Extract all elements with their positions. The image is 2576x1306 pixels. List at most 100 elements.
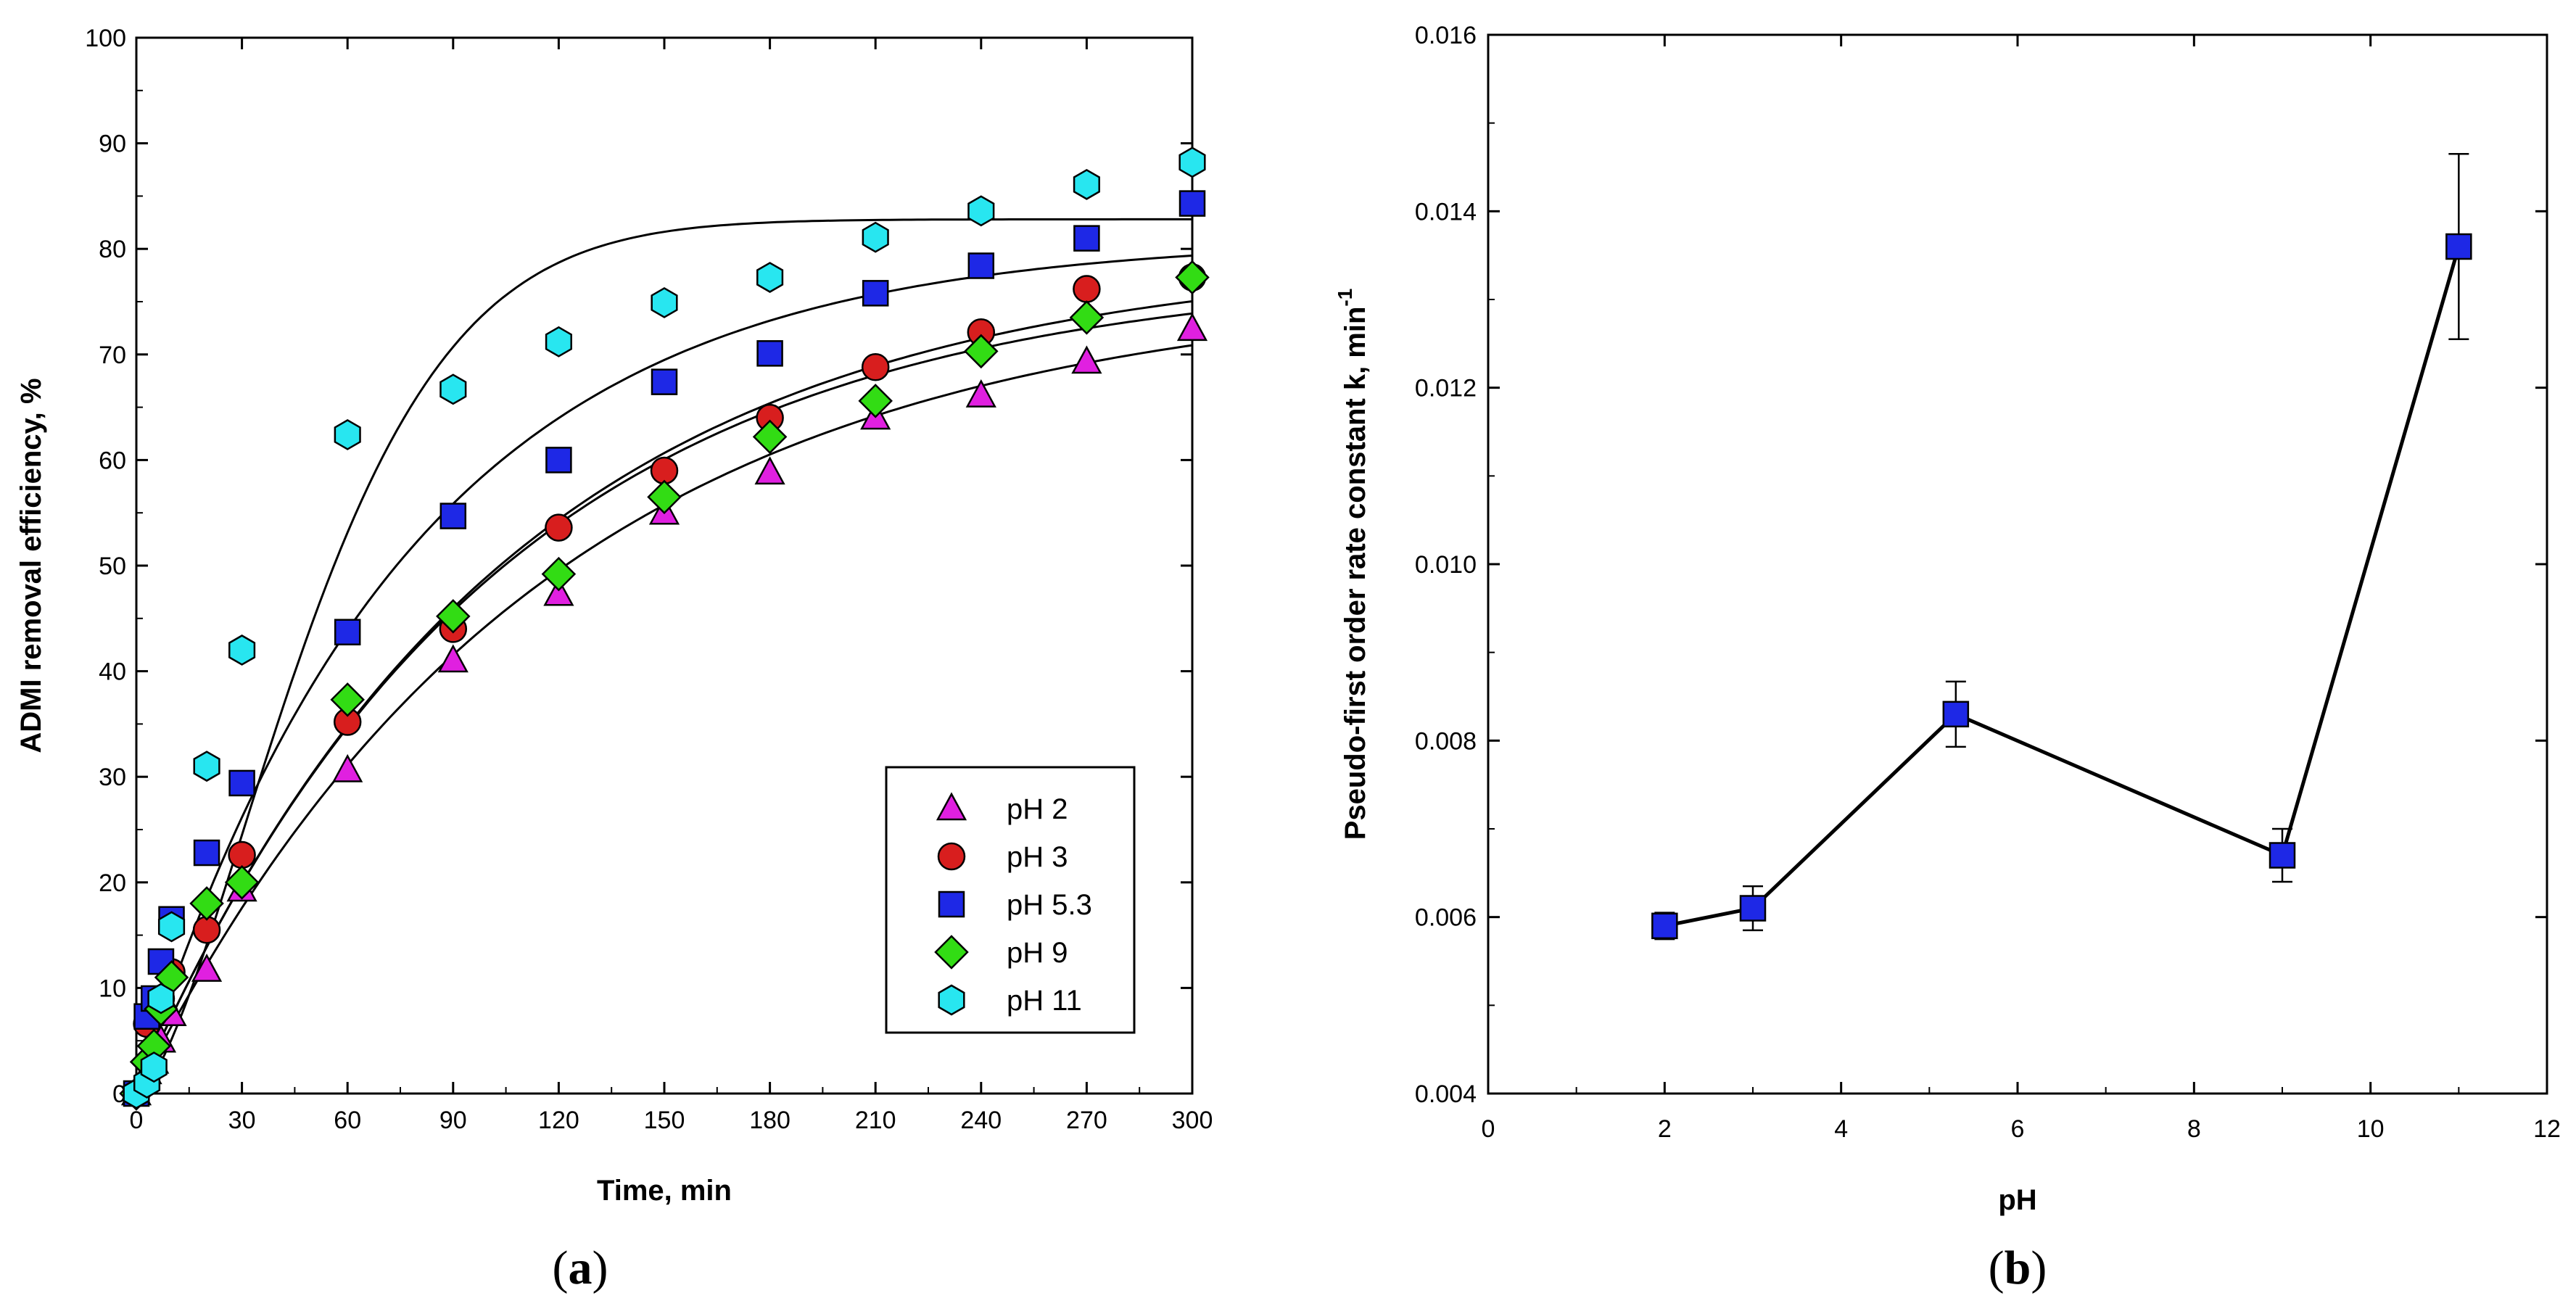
chart-a-x-tick-label: 270 [1066,1107,1107,1134]
chart-b-y-tick-label: 0.004 [1415,1080,1477,1108]
chart-b-ticks: 0 2 4 6 8 10 12 0.004 0.006 0.008 0.010 0.012 0.014 0… [1415,22,2561,1143]
chart-a-point [334,619,361,645]
chart-a-point [330,682,365,717]
chart-a-point [647,479,682,515]
chart-a-series [119,260,1210,1111]
chart-a-legend-marker [938,890,965,918]
chart-a-point [436,599,471,634]
chart-a-y-tick-label: 60 [99,447,126,474]
chart-b-x-tick-label: 10 [2357,1115,2385,1143]
chart-a-point [1176,313,1208,342]
chart-a-point [1175,260,1210,295]
chart-b-y-tick-label: 0.010 [1415,551,1477,579]
chart-a-point [861,353,890,381]
chart-a-series [123,146,1206,1109]
chart-b-series [1651,153,2472,941]
chart-a-y-tick-label: 90 [99,131,126,158]
chart-a-legend-box [885,766,1136,1034]
chart-b-point [1739,895,1767,922]
chart-a-point [193,839,220,867]
chart-b-x-tick-label: 6 [2011,1115,2025,1143]
chart-a-point [228,840,256,869]
chart-a-x-tick-label: 180 [749,1107,790,1134]
chart-a-x-tick-label: 150 [644,1107,685,1134]
chart-a-fit-curve [136,218,1192,1095]
chart-a-fit-curve [135,255,1193,1094]
chart-a-point [147,983,175,1014]
chart-b-point [2445,233,2472,260]
chart-a-y-tick-label: 70 [99,342,126,369]
chart-b: 0 2 4 6 8 10 12 0.004 0.006 0.008 0.010 0.012 0.014 0… [1334,22,2561,1294]
chart-a-point [964,334,999,369]
chart-a-y-tick-label: 40 [99,658,126,686]
chart-a-y-tick-label: 30 [99,764,126,791]
chart-a-legend-marker [937,842,966,871]
chart-a-y-tick-label: 20 [99,869,126,897]
chart-a-x-tick-label: 120 [538,1107,579,1134]
chart-b-x-tick-label: 8 [2187,1115,2201,1143]
chart-a-point [437,644,468,673]
chart-a-point [1073,168,1100,200]
chart-a-point [756,340,783,367]
chart-a-point [1069,300,1105,335]
chart-a-point [545,513,573,542]
chart-a-point [545,447,572,474]
chart-a-legend-marker [936,792,967,821]
chart-a-point [228,635,256,666]
chart-a-point [439,373,467,405]
chart-a-point [224,865,260,900]
chart-a-x-tick-label: 300 [1172,1107,1213,1134]
chart-a-y-tick-label: 100 [85,25,126,52]
chart-b-y-tick-label: 0.014 [1415,198,1477,226]
chart-a: 0 30 60 90 120 150 180 210 240 270 300 0 10 20 30 40 50 6… [15,25,1213,1294]
chart-a-point [752,419,788,455]
chart-a-point [439,503,467,529]
chart-a-legend-marker [934,935,969,970]
chart-a-point [1178,190,1206,217]
chart-b-point [1942,700,1970,728]
chart-a-point [651,368,678,395]
chart-b-y-tick-label: 0.016 [1415,22,1477,49]
chart-a-point [193,751,220,782]
chart-a-x-tick-label: 30 [228,1107,256,1134]
chart-a-point [191,954,223,982]
chart-b-caption-letter: b [2005,1241,2031,1294]
chart-b-y-axis-title-main: Pseudo-first order rate constant k, min [1339,307,1371,840]
chart-a-y-tick-label: 80 [99,236,126,263]
chart-a-caption-letter: a [569,1241,593,1294]
chart-a-point [332,753,363,782]
chart-a-point [858,384,893,418]
chart-b-caption: (b) [1989,1241,2047,1294]
chart-a-legend: pH 2 pH 3 pH 5.3 pH 9 pH 11 [885,766,1136,1034]
chart-b-point [2269,842,2296,869]
chart-b-y-axis-title-sup: -1 [1334,289,1356,307]
chart-a-legend-label: pH 9 [1007,937,1068,969]
chart-b-series-line [1664,246,2461,928]
chart-b-y-tick-label: 0.008 [1415,727,1477,755]
chart-a-caption: (a) [553,1241,608,1294]
chart-a-ticks: 0 30 60 90 120 150 180 210 240 270 300 0 10 20 30 40 50 6… [85,25,1213,1134]
chart-b-y-tick-label: 0.006 [1415,904,1477,932]
chart-a-point [1073,225,1100,252]
chart-a-point [541,556,577,592]
chart-a-point [650,456,679,485]
chart-a-y-axis-title: ADMI removal efficiency, % [15,378,47,753]
chart-a-caption-close: ) [593,1241,608,1294]
chart-b-x-tick-label: 2 [1658,1115,1672,1143]
chart-a-legend-marker [938,984,965,1016]
chart-b-point [1651,912,1678,940]
chart-a-point [543,577,574,606]
chart-b-x-tick-label: 12 [2533,1115,2561,1143]
chart-a-point [1071,345,1102,374]
chart-a-point [965,379,996,408]
chart-b-caption-open: ( [1989,1241,2005,1294]
chart-a-legend-label: pH 11 [1007,985,1082,1017]
chart-a-y-tick-label: 10 [99,975,126,1002]
chart-a-point [1073,275,1101,303]
chart-a-point [756,262,784,293]
chart-a-x-tick-label: 240 [960,1107,1002,1134]
chart-a-x-tick-label: 90 [439,1107,467,1134]
chart-b-plot-frame [1487,33,2548,1095]
chart-a-y-tick-label: 50 [99,553,126,580]
chart-a-legend-label: pH 5.3 [1007,889,1092,921]
